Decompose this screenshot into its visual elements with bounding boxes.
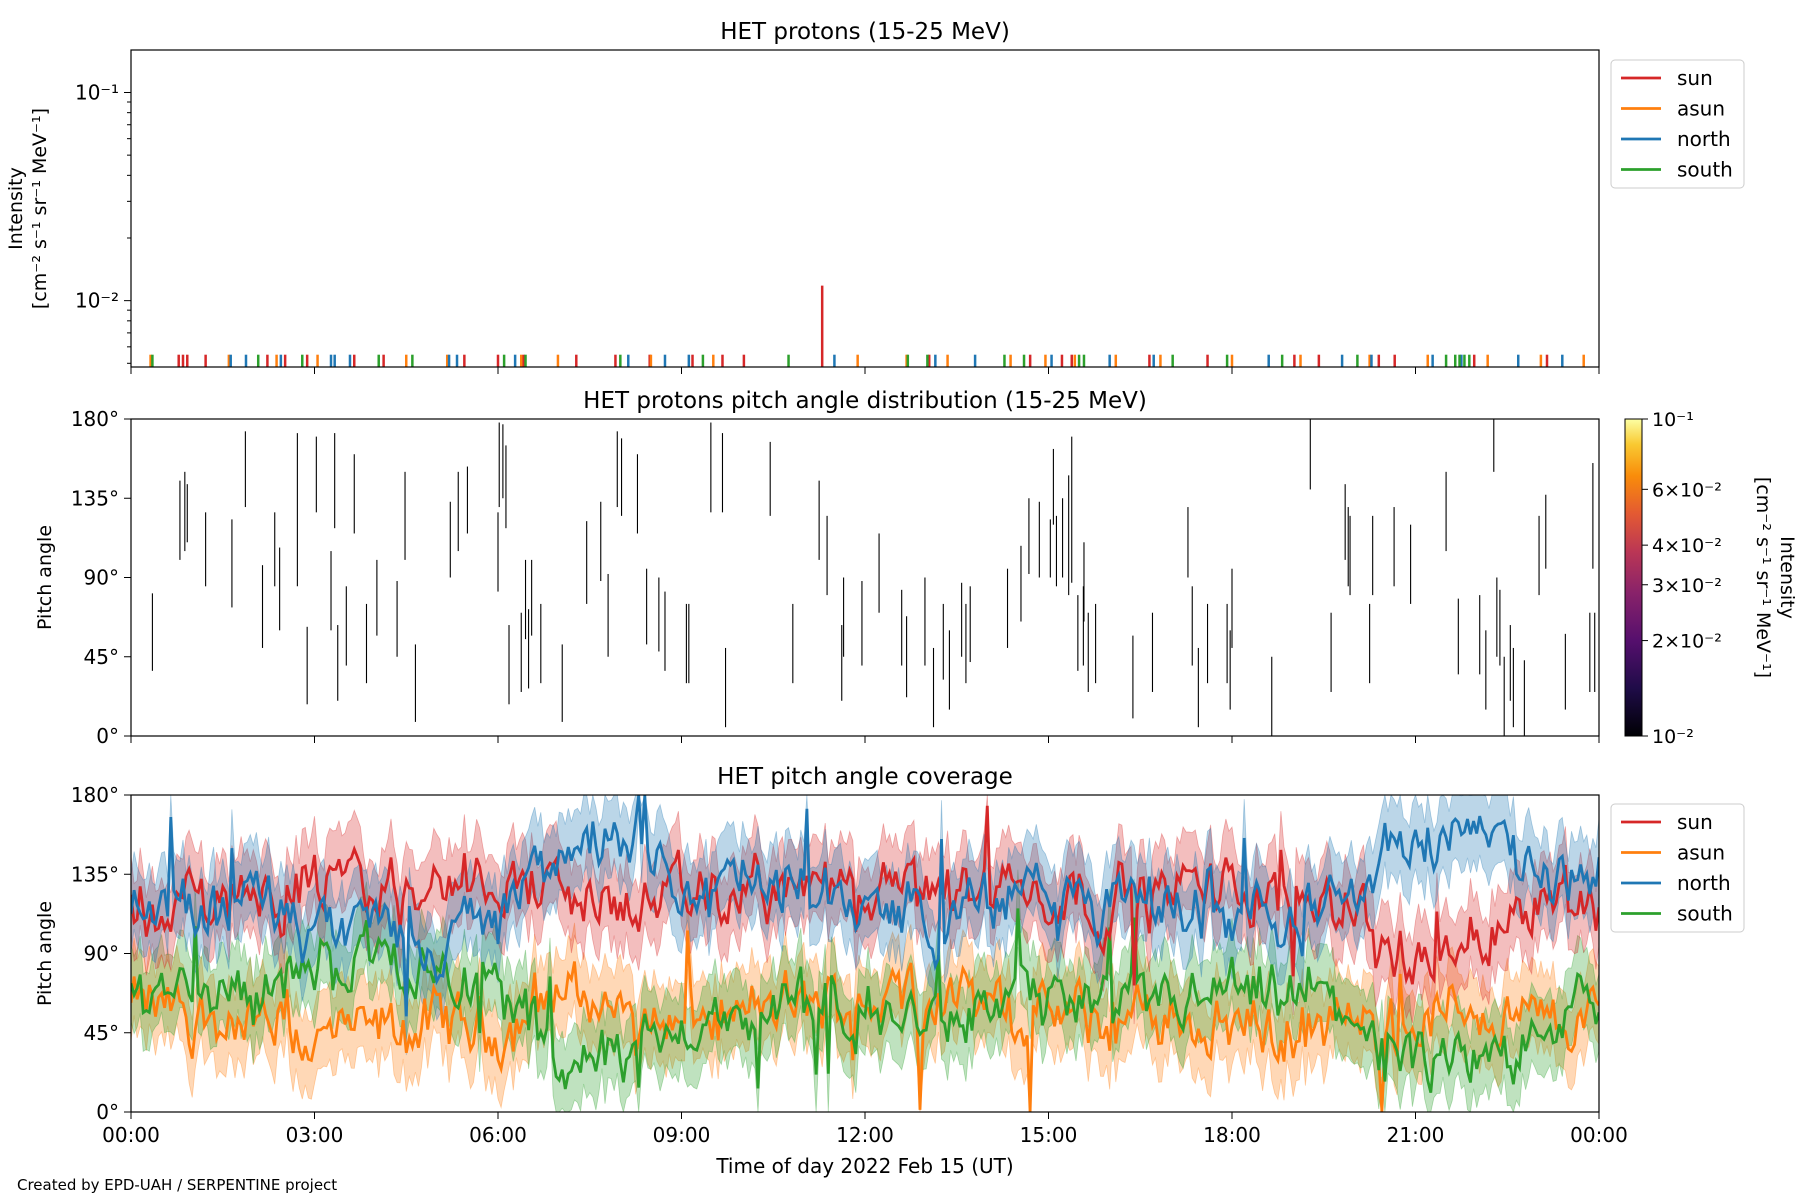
colorbar-tick-label: 3×10⁻²	[1652, 575, 1722, 597]
colorbar-label-line2: [cm⁻² s⁻¹ sr⁻¹ MeV⁻¹]	[1752, 477, 1774, 678]
colorbar-tick-label: 4×10⁻²	[1652, 535, 1722, 557]
x-tick-label: 15:00	[1020, 1123, 1078, 1147]
series-north	[229, 354, 1564, 367]
panel-pad: 0° 45° 90° 135° 180° HET protons pitch angle …	[34, 388, 1798, 748]
axes-frame	[130, 49, 1600, 368]
legend-frame	[1610, 803, 1745, 933]
x-tick-label: 21:00	[1387, 1123, 1445, 1147]
x-tick-label: 00:00	[102, 1123, 160, 1147]
band-north	[131, 795, 1599, 1056]
legend-label-asun: asun	[1677, 841, 1725, 865]
credit-text: Created by EPD-UAH / SERPENTINE project	[17, 1176, 338, 1194]
y-tick-label: 180°	[71, 407, 119, 431]
panel-title: HET protons pitch angle distribution (15…	[583, 388, 1147, 414]
x-tick-label: 00:00	[1570, 1123, 1628, 1147]
y-tick-label: 10⁻²	[75, 289, 119, 313]
y-tick-label: 45°	[84, 1021, 119, 1045]
legend-label-sun: sun	[1677, 810, 1713, 834]
legend-label-north: north	[1677, 871, 1731, 895]
x-tick-label: 12:00	[836, 1123, 894, 1147]
y-label-line1: Intensity	[5, 167, 27, 250]
x-axis-label: Time of day 2022 Feb 15 (UT)	[715, 1154, 1013, 1178]
panel-title: HET pitch angle coverage	[717, 764, 1013, 790]
line-north	[131, 795, 1599, 1017]
y-label-line2: [cm⁻² s⁻¹ sr⁻¹ MeV⁻¹]	[29, 108, 51, 309]
y-tick-label: 90°	[84, 942, 119, 966]
x-tick-label: 03:00	[286, 1123, 344, 1147]
y-tick-label: 10⁻¹	[75, 80, 119, 104]
y-tick-label: 0°	[96, 1100, 119, 1124]
colorbar-tick-label: 10⁻¹	[1652, 409, 1694, 431]
legend-coverage: sun asun north south	[1610, 803, 1745, 933]
pad-segments	[151, 419, 1596, 736]
colorbar: 10⁻² 2×10⁻² 3×10⁻² 4×10⁻² 6×10⁻² 10⁻¹ Intensit…	[1624, 409, 1798, 748]
y-axis-label: Pitch angle	[34, 901, 56, 1006]
colorbar-bar	[1624, 418, 1643, 737]
series-south	[151, 354, 1471, 367]
x-tick-label: 06:00	[469, 1123, 527, 1147]
colorbar-label: Intensity[cm⁻² s⁻¹ sr⁻¹ MeV⁻¹]	[1752, 477, 1798, 678]
y-tick-label: 135°	[71, 862, 119, 886]
line-south	[131, 908, 1599, 1093]
band-south	[131, 869, 1599, 1112]
colorbar-tick-label: 10⁻²	[1652, 726, 1694, 748]
legend-frame	[1610, 59, 1745, 189]
y-tick-label: 135°	[71, 486, 119, 510]
legend-label-south: south	[1677, 902, 1733, 926]
y-tick-label: 0°	[96, 724, 119, 748]
legend-label-south: south	[1677, 158, 1733, 182]
y-tick-label: 45°	[84, 645, 119, 669]
x-tick-label: 18:00	[1203, 1123, 1261, 1147]
y-tick-label: 90°	[84, 566, 119, 590]
colorbar-label-line1: Intensity	[1776, 536, 1798, 619]
legend-label-sun: sun	[1677, 66, 1713, 90]
legend-intensity: sun asun north south	[1610, 59, 1745, 189]
colorbar-tick-label: 2×10⁻²	[1652, 631, 1722, 653]
y-tick-label: 180°	[71, 783, 119, 807]
legend-label-north: north	[1677, 127, 1731, 151]
legend-label-asun: asun	[1677, 97, 1725, 121]
panel-title: HET protons (15-25 MeV)	[720, 19, 1010, 45]
colorbar-tick-label: 6×10⁻²	[1652, 479, 1722, 501]
y-axis-label: Intensity [cm⁻² s⁻¹ sr⁻¹ MeV⁻¹]	[5, 108, 51, 309]
y-axis-label: Pitch angle	[34, 525, 56, 630]
coverage-plot	[131, 795, 1599, 1112]
panel-intensity: 10⁻² 10⁻¹ HET protons (15-25 MeV) Intensity…	[5, 19, 1600, 368]
panel-coverage: 0° 45° 90° 135° 180° HET pitch angle coverage…	[34, 764, 1600, 1178]
series-sun	[177, 285, 1549, 367]
x-tick-label: 09:00	[653, 1123, 711, 1147]
axes-frame	[130, 418, 1600, 737]
series-asun	[149, 354, 1585, 367]
